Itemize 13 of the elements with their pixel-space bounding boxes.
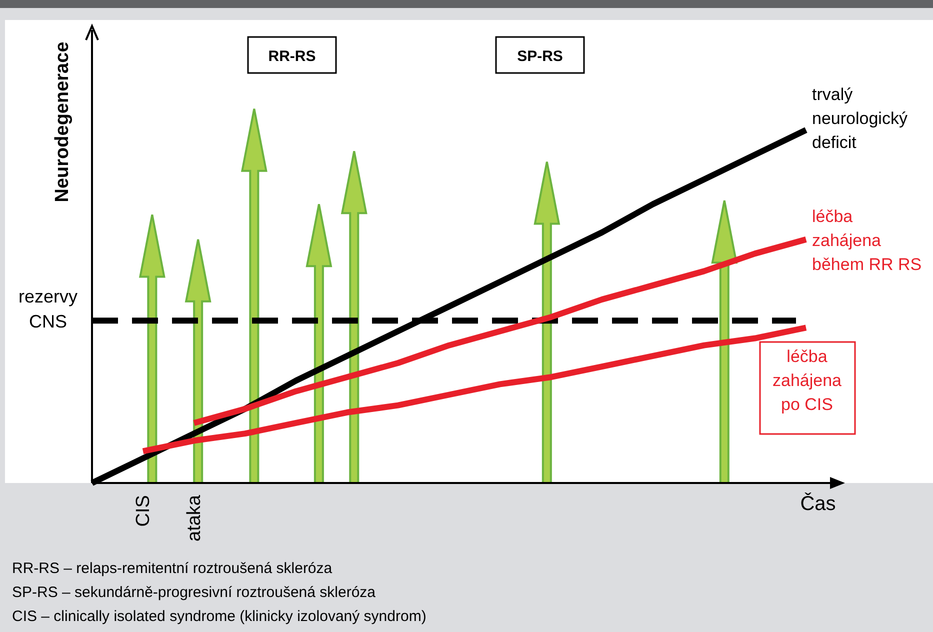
x-tick-label: CIS [133, 495, 154, 527]
x-tick-label: ataka [184, 494, 205, 542]
series-label: trvalý neurologický deficit [812, 85, 908, 152]
text: RR-RS [268, 48, 316, 65]
text: RR-RS – relaps-remitentní roztroušená skleróza [12, 560, 333, 577]
text: CIS – clinically isolated syndrome (klinicky izolovaný syndrom) [12, 608, 426, 625]
series-label: léčba zahájena po CIS [772, 347, 842, 414]
text: SP-RS – sekundárně-progresivní roztroušená skleróza [12, 584, 376, 601]
ref-line-label: rezervy CNS [18, 286, 78, 332]
y-axis-title: Neurodegenerace [52, 42, 73, 202]
series-label: léčba zahájena během RR RS [812, 207, 922, 274]
text: SP-RS [517, 48, 563, 65]
x-axis-title: Čas [800, 492, 836, 515]
